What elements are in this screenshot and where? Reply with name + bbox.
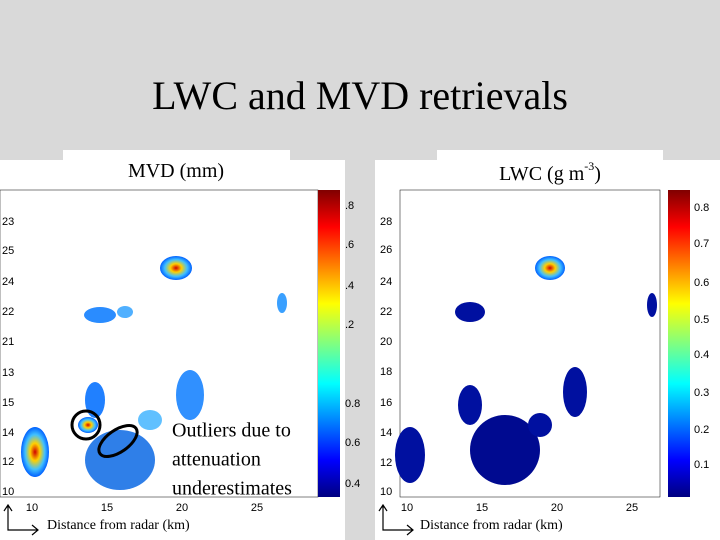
y-tick-label: 16 (380, 397, 392, 409)
x-tick-label: 10 (401, 502, 413, 514)
y-tick-label: 13 (2, 367, 14, 379)
y-tick-label: 12 (380, 457, 392, 469)
colorbar-tick-label: .2 (345, 319, 354, 331)
x-tick-label: 25 (251, 502, 263, 514)
outlier-circle (70, 409, 102, 441)
colorbar-tick-label: 0.6 (694, 277, 709, 289)
x-tick-label: 10 (26, 502, 38, 514)
annotation: underestimates (172, 478, 292, 500)
annotation: Outliers due to (172, 420, 291, 442)
label-text: ) (594, 163, 601, 185)
panel-label: LWC (g m-3) (499, 159, 601, 185)
colorbar-tick-label: 0.5 (694, 314, 709, 326)
plot-area (0, 189, 319, 498)
label-text: MVD (mm) (128, 160, 224, 182)
label-box (437, 150, 663, 190)
axis-arrows (378, 503, 414, 536)
colorbar-tick-label: 0.8 (345, 398, 360, 410)
colorbar (668, 190, 690, 497)
label-text: LWC (g m (499, 163, 585, 185)
y-tick-label: 20 (380, 336, 392, 348)
y-tick-label: 23 (2, 216, 14, 228)
axis-arrows (3, 503, 39, 536)
label-box (63, 150, 290, 190)
echoes (395, 256, 657, 485)
y-tick-label: 10 (380, 486, 392, 498)
y-tick-label: 14 (380, 427, 392, 439)
panel-label: MVD (mm) (128, 160, 224, 182)
colorbar-tick-label: .8 (345, 200, 354, 212)
colorbar-tick-label: 0.3 (694, 387, 709, 399)
colorbar-tick-label: 0.1 (694, 459, 709, 471)
y-tick-label: 15 (2, 397, 14, 409)
y-tick-label: 24 (2, 276, 14, 288)
colorbar-tick-label: 0.4 (345, 478, 360, 490)
x-axis-label: Distance from radar (km) (47, 518, 190, 533)
right-panel: LWC (g m-3) Distance from radar (km) (375, 150, 720, 540)
annotation: attenuation (172, 449, 261, 471)
y-tick-label: 22 (380, 306, 392, 318)
label-superscript: -3 (584, 159, 594, 173)
y-tick-label: 12 (2, 456, 14, 468)
y-tick-label: 28 (380, 216, 392, 228)
y-tick-label: 18 (380, 366, 392, 378)
y-tick-label: 22 (2, 306, 14, 318)
colorbar-tick-label: 0.2 (694, 424, 709, 436)
colorbar (318, 190, 340, 497)
colorbar-tick-label: 0.7 (694, 238, 709, 250)
x-tick-label: 25 (626, 502, 638, 514)
colorbar-tick-label: .6 (345, 239, 354, 251)
slide-title: LWC and MVD retrievals (152, 73, 568, 118)
y-tick-label: 14 (2, 427, 14, 439)
y-tick-label: 21 (2, 336, 14, 348)
colorbar-tick-label: 0.6 (345, 437, 360, 449)
x-tick-label: 20 (551, 502, 563, 514)
x-tick-label: 15 (101, 502, 113, 514)
left-panel: MVD (mm) Distance from radar (km) (0, 150, 345, 540)
outlier-ellipse (97, 423, 139, 459)
echoes (21, 256, 287, 490)
x-tick-label: 20 (176, 502, 188, 514)
x-axis-label: Distance from radar (km) (420, 518, 563, 533)
y-tick-label: 26 (380, 244, 392, 256)
colorbar-tick-label: 0.8 (694, 202, 709, 214)
colorbar-tick-label: 0.4 (694, 349, 709, 361)
y-tick-label: 10 (2, 486, 14, 498)
y-tick-label: 24 (380, 276, 392, 288)
colorbar-tick-label: .4 (345, 280, 354, 292)
x-tick-label: 15 (476, 502, 488, 514)
y-tick-label: 25 (2, 245, 14, 257)
